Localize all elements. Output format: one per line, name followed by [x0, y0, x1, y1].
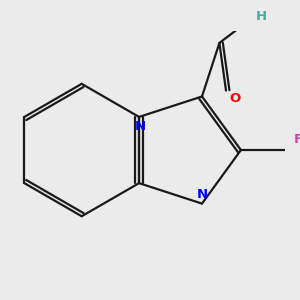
Text: H: H [256, 10, 267, 23]
Text: O: O [229, 92, 241, 105]
Text: N: N [196, 188, 208, 201]
Text: N: N [135, 120, 146, 133]
Text: F: F [293, 133, 300, 146]
